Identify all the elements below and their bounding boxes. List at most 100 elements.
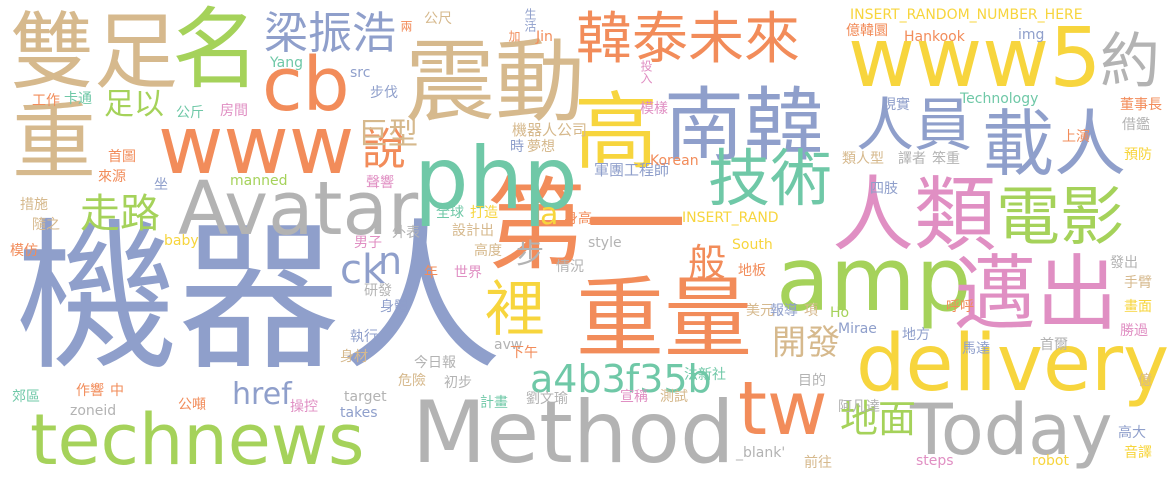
word-Technology: Technology xyxy=(960,91,1039,107)
word-地方: 地方 xyxy=(902,327,930,343)
word-兩: 兩 xyxy=(399,20,413,32)
word-震動: 震動 xyxy=(405,30,585,135)
word-劉文瑜: 劉文瑜 xyxy=(526,391,568,407)
word-梁振浩: 梁振浩 xyxy=(264,8,396,59)
word-公尺: 公尺 xyxy=(424,11,452,27)
word-Korean: Korean xyxy=(650,153,699,169)
word-中: 中 xyxy=(110,383,124,399)
word-身體: 身體 xyxy=(380,299,408,315)
word-郊區: 郊區 xyxy=(12,389,40,405)
word-類人型: 類人型 xyxy=(842,151,884,167)
word-雙足: 雙足 xyxy=(10,3,179,101)
word-開發: 開發 xyxy=(772,323,840,363)
word-外表: 外表 xyxy=(392,225,420,241)
word-INSERT_RAND: INSERT_RAND xyxy=(682,210,779,226)
word-生活: 生活 xyxy=(523,8,537,32)
word-南韓: 南韓 xyxy=(664,79,824,172)
word-執行: 執行 xyxy=(350,329,378,345)
word-馬達: 馬達 xyxy=(962,341,990,357)
word-操控: 操控 xyxy=(290,399,318,415)
word-Mirae: Mirae xyxy=(838,321,877,337)
word-全球: 全球 xyxy=(436,205,464,221)
word-董事長: 董事長 xyxy=(1120,97,1162,113)
word-軍團工程師: 軍團工程師 xyxy=(594,161,670,179)
word-South: South xyxy=(732,237,773,253)
word-邁出: 邁出 xyxy=(954,247,1119,342)
word-首圖: 首圖 xyxy=(108,149,136,165)
word-technews: technews xyxy=(30,399,365,481)
word-世界: 世界 xyxy=(454,265,482,281)
word-研發: 研發 xyxy=(364,283,392,299)
word-巨型: 巨型 xyxy=(358,117,418,152)
word-tw: tw xyxy=(738,366,828,452)
word-措施: 措施 xyxy=(20,197,48,213)
word-約: 約 xyxy=(1100,27,1160,97)
word-今日報: 今日報 xyxy=(414,355,456,371)
word-初步: 初步 xyxy=(444,375,472,391)
word-美元: 美元 xyxy=(746,303,774,319)
word-人員: 人員 xyxy=(856,91,973,159)
word-target: target xyxy=(344,389,387,405)
word-a4b3f35b: a4b3f35b xyxy=(530,357,712,401)
word-計畫: 計畫 xyxy=(480,395,508,411)
word-首爾: 首爾 xyxy=(1040,337,1068,353)
word-src: src xyxy=(350,65,371,81)
word-href: href xyxy=(232,377,292,412)
word-地面: 地面 xyxy=(840,397,917,441)
word-億: 億 xyxy=(1138,373,1152,389)
word-robot: robot xyxy=(1032,453,1069,469)
word-韓泰未來: 韓泰未來 xyxy=(576,7,800,72)
word-名: 名 xyxy=(172,0,261,101)
word-技術: 技術 xyxy=(708,142,833,215)
word-模樣: 模樣 xyxy=(640,101,668,117)
word-勝過: 勝過 xyxy=(1120,323,1148,339)
word-隨之: 隨之 xyxy=(32,217,60,233)
word-足以: 足以 xyxy=(104,87,164,122)
word-上演: 上演 xyxy=(1062,129,1090,145)
word-公斤: 公斤 xyxy=(176,105,204,121)
word-重: 重 xyxy=(12,93,97,191)
word-房間: 房間 xyxy=(220,103,248,119)
word-地板: 地板 xyxy=(738,263,766,279)
word-說: 說 xyxy=(362,124,406,175)
word-php: php xyxy=(414,129,578,229)
word-億韓圜: 億韓圜 xyxy=(846,23,888,39)
word-img: img xyxy=(1018,27,1045,43)
word-設計出: 設計出 xyxy=(452,223,494,239)
word-手臂: 手臂 xyxy=(1124,275,1152,291)
word-步伐: 步伐 xyxy=(370,85,398,101)
word-音譯: 音譯 xyxy=(1124,445,1152,461)
word-ck: ck xyxy=(340,247,386,293)
word-人類: 人類 xyxy=(832,168,997,263)
word-manned: manned xyxy=(230,173,288,189)
word-來源: 來源 xyxy=(98,169,126,185)
word-載人: 載人 xyxy=(982,102,1127,186)
word-Avatar: Avatar xyxy=(178,166,419,252)
word-Method: Method xyxy=(412,383,735,482)
word-呼呼: 呼呼 xyxy=(946,299,974,315)
word-聲響: 聲響 xyxy=(366,175,394,191)
word-般: 般 xyxy=(688,241,727,285)
word-危險: 危險 xyxy=(398,373,426,389)
word-報導: 報導 xyxy=(770,303,798,319)
word-www: www xyxy=(158,99,355,192)
word-style: style xyxy=(588,235,622,251)
word-宣稱: 宣稱 xyxy=(620,389,648,405)
word-steps: steps xyxy=(916,453,954,469)
word-笨重: 笨重 xyxy=(932,151,960,167)
word-四肢: 四肢 xyxy=(870,181,898,197)
word-電影: 電影 xyxy=(996,181,1124,255)
word-baby: baby xyxy=(164,233,199,249)
word-avw: avw xyxy=(494,337,523,353)
word-預防: 預防 xyxy=(1124,147,1152,163)
word-_blank': _blank' xyxy=(736,445,786,461)
word-身材: 身材 xyxy=(340,349,368,365)
word-高: 高 xyxy=(574,83,659,181)
word-打造: 打造 xyxy=(470,205,498,221)
word-夢想: 夢想 xyxy=(527,139,555,155)
word-目的: 目的 xyxy=(798,373,826,389)
word-Today: Today xyxy=(910,389,1113,471)
word-作響: 作響 xyxy=(76,383,104,399)
word-www5: www5 xyxy=(848,11,1102,106)
word-男子: 男子 xyxy=(354,235,382,251)
